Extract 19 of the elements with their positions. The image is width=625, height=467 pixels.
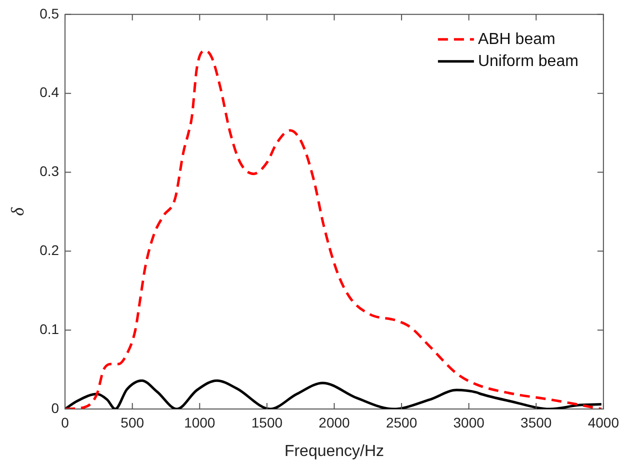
x-tick-label: 1000: [184, 414, 216, 430]
y-tick-label: 0: [51, 400, 60, 416]
y-tick-label: 0.5: [40, 5, 60, 22]
x-tick-label: 2500: [386, 414, 418, 430]
legend-label: ABH beam: [478, 30, 556, 48]
x-tick-label: 3500: [520, 414, 552, 430]
x-tick-label: 500: [120, 414, 144, 430]
y-tick-label: 0.1: [40, 320, 60, 337]
x-axis-title: Frequency/Hz: [284, 442, 384, 460]
x-tick-label: 3000: [453, 414, 485, 430]
x-tick-label: 1500: [251, 414, 283, 430]
y-tick-label: 0.3: [40, 163, 60, 180]
x-tick-label: 4000: [588, 414, 620, 430]
legend-label: Uniform beam: [478, 52, 578, 70]
x-tick-label: 2000: [318, 414, 350, 430]
y-tick-label: 0.4: [40, 84, 60, 100]
x-tick-label: 0: [61, 414, 70, 430]
y-tick-label: 0.2: [40, 242, 60, 258]
y-axis-title: δ: [8, 206, 28, 216]
